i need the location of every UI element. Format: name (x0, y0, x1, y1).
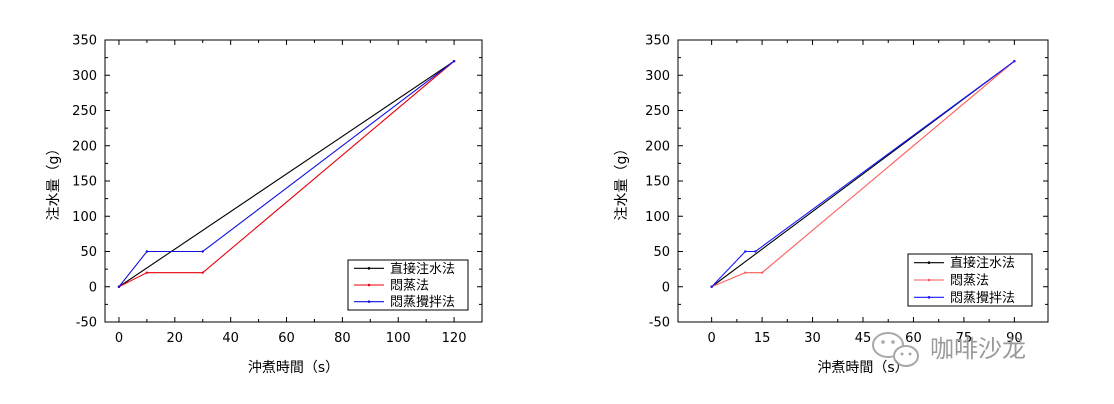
y-tick-label: 350 (72, 34, 97, 49)
legend-label: 直接注水法 (950, 255, 1015, 271)
chart-right: -50 0 50 100 150 200 250 300 350 0 15 30 45 60 75 90 沖煮時… (614, 34, 1049, 376)
series-line-2 (711, 60, 1015, 288)
x-tick-label: 75 (956, 331, 973, 346)
legend-label: 悶蒸攪拌法 (950, 291, 1015, 306)
legend-label: 直接注水法 (390, 261, 455, 277)
y-tick-label: 0 (662, 280, 670, 295)
watermark: 咖啡沙龙 (872, 332, 1026, 367)
data-point-1 (201, 271, 204, 274)
x-tick-label: 120 (442, 331, 467, 346)
x-tick-label: 40 (222, 331, 239, 346)
legend-marker (927, 261, 931, 264)
data-point-2 (710, 285, 713, 288)
y-tick-label: 200 (645, 139, 670, 154)
y-tick-label: 350 (645, 34, 670, 49)
y-tick-label: 250 (72, 104, 97, 119)
y-tick-label: 50 (653, 245, 670, 260)
series-line-2 (118, 60, 455, 288)
x-tick-label: 100 (386, 331, 411, 346)
y-tick-label: 200 (72, 139, 97, 154)
series-line-0 (118, 60, 455, 288)
legend-label: 悶蒸法 (950, 274, 989, 289)
y-tick-label: 100 (72, 210, 97, 225)
y-tick-label: 150 (72, 175, 97, 190)
x-tick-label: 15 (754, 331, 771, 346)
legend-marker (367, 283, 371, 287)
data-point-2 (117, 285, 121, 288)
legend-marker (927, 278, 931, 282)
data-point-1 (760, 271, 764, 274)
y-tick-label: -50 (76, 316, 97, 331)
series-line-1 (118, 60, 455, 288)
y-axis-title: 注水量（g） (614, 142, 630, 221)
x-tick-label: 0 (115, 331, 123, 346)
legend-label: 悶蒸法 (390, 279, 429, 294)
x-tick-label: 0 (707, 331, 715, 346)
data-point-2 (1013, 59, 1016, 63)
data-point-2 (452, 59, 456, 63)
x-axis-title: 沖煮時間（s） (817, 360, 908, 376)
y-tick-label: 250 (645, 104, 670, 119)
x-tick-label: 90 (1006, 331, 1023, 346)
y-tick-label: 0 (89, 280, 97, 295)
y-tick-label: 300 (72, 69, 97, 84)
legend-marker (927, 296, 931, 299)
data-point-2 (201, 250, 204, 253)
y-tick-label: 150 (645, 175, 670, 190)
legend-marker (367, 267, 371, 270)
y-tick-label: -50 (649, 316, 670, 331)
legend-marker (367, 300, 371, 303)
y-tick-label: 300 (645, 69, 670, 84)
y-tick-label: 50 (80, 245, 97, 260)
data-point-2 (754, 250, 757, 253)
series-line-1 (711, 60, 1015, 288)
x-axis-title: 沖煮時間（s） (248, 360, 339, 376)
x-tick-label: 30 (804, 331, 821, 346)
watermark-text: 咖啡沙龙 (930, 335, 1026, 363)
x-tick-label: 45 (855, 331, 872, 346)
data-point-2 (744, 250, 747, 253)
y-axis-title: 注水量（g） (46, 142, 62, 221)
x-tick-label: 20 (167, 331, 184, 346)
x-tick-label: 60 (278, 331, 295, 346)
chart-left: -50 0 50 100 150 200 250 300 350 0 20 40 60 80 100 120 沖… (46, 34, 483, 376)
x-tick-label: 60 (905, 331, 922, 346)
y-tick-label: 100 (645, 210, 670, 225)
legend-label: 悶蒸攪拌法 (390, 295, 455, 310)
data-point-2 (145, 250, 149, 253)
wechat-icon (872, 332, 919, 367)
data-point-1 (744, 271, 747, 274)
x-tick-label: 80 (334, 331, 351, 346)
data-point-1 (145, 271, 149, 274)
